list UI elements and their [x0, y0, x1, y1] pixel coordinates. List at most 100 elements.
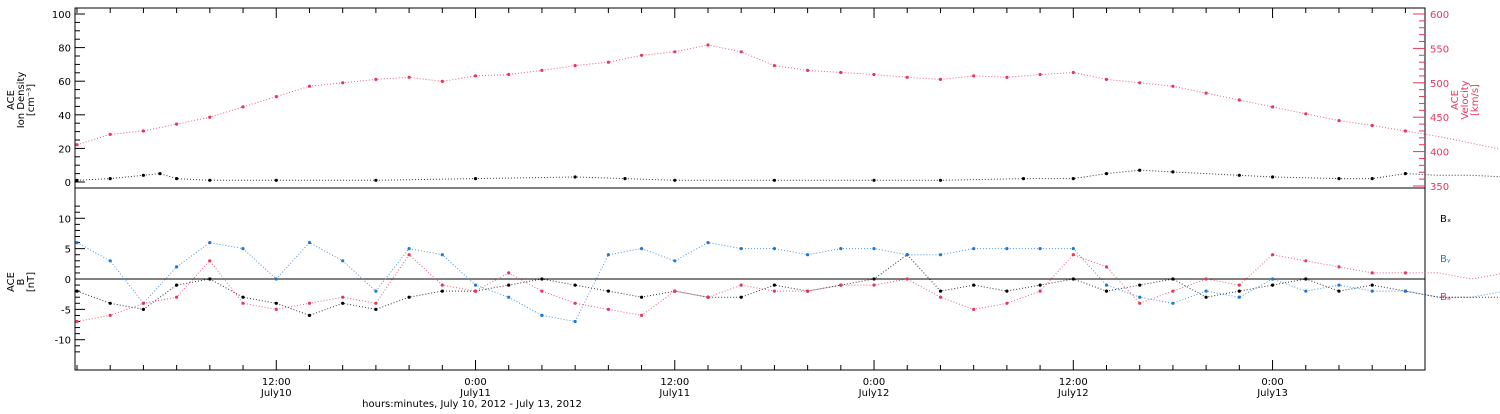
density-series-0-point [1370, 177, 1374, 181]
field-series-0-point [108, 301, 112, 305]
velocity-series-1-point [473, 74, 478, 78]
velocity-series-1-point [407, 75, 411, 79]
velocity-series-1-point [739, 50, 743, 54]
field-series-1-point [739, 247, 743, 251]
field-series-1-point [972, 247, 976, 251]
density-series-0-point [1104, 172, 1109, 176]
field-series-2-point [839, 283, 843, 287]
field-series-0-point [1005, 289, 1009, 293]
field-series-0-point [573, 283, 577, 287]
field-series-0-point [1171, 277, 1175, 281]
bottom-left-tick-label: 0 [65, 275, 71, 286]
field-series-1-point [872, 247, 876, 251]
x-tick-time-label: 12:00 [660, 377, 689, 388]
field-series-2-point [473, 289, 478, 293]
top-right-axis-label: Velocity [1460, 80, 1471, 119]
velocity-series-1-point [141, 129, 145, 133]
velocity-series-1-point [241, 105, 245, 109]
field-series-2-point [1403, 271, 1407, 275]
velocity-series-1-point [606, 60, 611, 64]
velocity-series-1-point [1104, 77, 1109, 81]
x-tick-time-label: 0:00 [863, 377, 885, 388]
x-tick-time-label: 12:00 [262, 377, 291, 388]
top-right-tick-label: 350 [1430, 182, 1449, 193]
x-tick-date-label: July12 [858, 388, 890, 399]
velocity-series-1-point [1171, 84, 1175, 88]
legend-entry: Bₓ [1440, 214, 1451, 225]
velocity-series-1-point [1071, 70, 1075, 75]
velocity-series-1-point [108, 132, 112, 136]
bottom-left-tick-label: 5 [65, 245, 71, 256]
field-series-1-point [706, 241, 710, 245]
field-series-1-point [1171, 301, 1175, 305]
field-series-2-point [739, 283, 743, 287]
field-series-1-point [772, 247, 777, 251]
density-series-0-trace [76, 169, 1500, 181]
top-panel-frame [74, 7, 1426, 189]
field-series-2-point [1304, 259, 1308, 263]
legend-entry: Bᵧ [1440, 254, 1451, 265]
velocity-series-1-point [673, 50, 677, 54]
top-left-axis-label: [cm⁻³] [26, 84, 37, 116]
field-series-2-point [440, 283, 444, 287]
x-tick-date-label: July11 [658, 388, 690, 399]
x-tick-date-label: July13 [1256, 388, 1288, 399]
density-series-0-point [1171, 170, 1175, 174]
density-series-0-point [175, 177, 179, 181]
x-tick-date-label: July12 [1057, 388, 1089, 399]
field-series-0-trace [76, 254, 1500, 316]
field-series-2-point [1005, 301, 1009, 305]
density-series-0-point [673, 178, 677, 182]
top-left-axis-label: ACE [6, 90, 17, 110]
field-series-0-point [1071, 277, 1075, 281]
top-right-tick-label: 600 [1430, 10, 1449, 21]
top-right-tick-label: 400 [1430, 148, 1449, 159]
velocity-series-1-point [374, 77, 378, 81]
field-series-2-point [606, 307, 611, 311]
velocity-series-1-point [440, 79, 444, 83]
field-series-1-point [241, 247, 245, 251]
velocity-series-1-point [1271, 105, 1275, 109]
velocity-series-1-point [1237, 98, 1241, 102]
top-right-axis-label: [km/s] [1470, 84, 1481, 116]
density-series-0-point [1071, 177, 1075, 181]
velocity-series-1-trace [76, 44, 1500, 150]
field-series-1-point [1337, 283, 1341, 287]
field-series-0-point [1237, 289, 1241, 293]
top-right-tick-label: 500 [1430, 79, 1449, 90]
top-right-tick-label: 550 [1430, 44, 1449, 55]
velocity-series-1-point [274, 95, 278, 99]
field-series-2-point [673, 289, 677, 293]
velocity-series-1-point [905, 75, 909, 79]
field-series-0-point [606, 289, 611, 293]
field-series-1-point [905, 253, 909, 257]
top-right-tick-label: 450 [1430, 113, 1449, 124]
velocity-series-1-point [806, 68, 810, 72]
density-series-0-point [274, 178, 278, 182]
bottom-left-tick-label: 10 [58, 214, 71, 225]
x-tick-time-label: 0:00 [464, 377, 486, 388]
field-series-0-point [175, 283, 179, 287]
velocity-series-1-point [1337, 119, 1341, 123]
density-series-0-point [1021, 177, 1026, 181]
field-series-1-point [606, 253, 611, 257]
velocity-series-1-point [1403, 129, 1407, 133]
top-left-tick-label: 80 [58, 44, 71, 55]
top-right-axis-label: ACE [1450, 90, 1461, 110]
field-series-2-point [341, 295, 345, 299]
velocity-series-1-point [640, 53, 644, 57]
velocity-series-1-point [1138, 81, 1142, 85]
field-series-1-point [1370, 289, 1374, 293]
bottom-axis-label: B [16, 278, 27, 285]
field-series-1-point [938, 253, 943, 257]
field-series-1-point [673, 259, 677, 263]
field-series-2-point [1370, 271, 1374, 275]
velocity-series-1-point [507, 72, 511, 77]
field-series-2-point [872, 283, 876, 287]
density-series-0-point [158, 172, 162, 176]
top-left-tick-label: 20 [58, 144, 71, 155]
top-left-tick-label: 100 [52, 10, 71, 21]
field-series-1-point [1403, 289, 1407, 293]
top-left-tick-label: 40 [58, 111, 71, 122]
top-left-tick-label: 0 [65, 178, 71, 189]
